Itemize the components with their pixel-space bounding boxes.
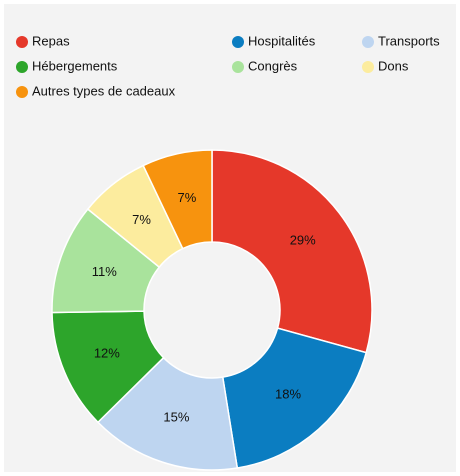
legend-label: Dons	[378, 58, 409, 73]
legend-swatch	[16, 61, 28, 73]
slice-label: 29%	[290, 232, 316, 247]
legend-label: Congrès	[248, 58, 298, 73]
slice	[142, 149, 213, 250]
legend-swatch	[362, 36, 374, 48]
legend-swatch	[16, 36, 28, 48]
slice-label: 7%	[177, 190, 196, 205]
donut: 29% 18% 15% 12% 11% 7% 7%	[51, 149, 373, 471]
legend-swatch	[232, 36, 244, 48]
legend-swatch	[16, 86, 28, 98]
legend: Repas Hospitalités Transports Hébergements C…	[16, 33, 440, 98]
slice-label: 7%	[132, 212, 151, 227]
slice-label: 15%	[163, 410, 189, 425]
slice	[221, 327, 368, 469]
legend-label: Hébergements	[32, 58, 118, 73]
slice-label: 12%	[94, 345, 120, 360]
legend-label: Hospitalités	[248, 33, 316, 48]
legend-label: Repas	[32, 33, 70, 48]
legend-label: Autres types de cadeaux	[32, 83, 176, 98]
slice-label: 18%	[275, 386, 301, 401]
slice	[211, 149, 373, 354]
slice	[96, 356, 239, 471]
legend-swatch	[362, 61, 374, 73]
slice-label: 11%	[92, 264, 117, 279]
legend-label: Transports	[378, 33, 440, 48]
legend-swatch	[232, 61, 244, 73]
